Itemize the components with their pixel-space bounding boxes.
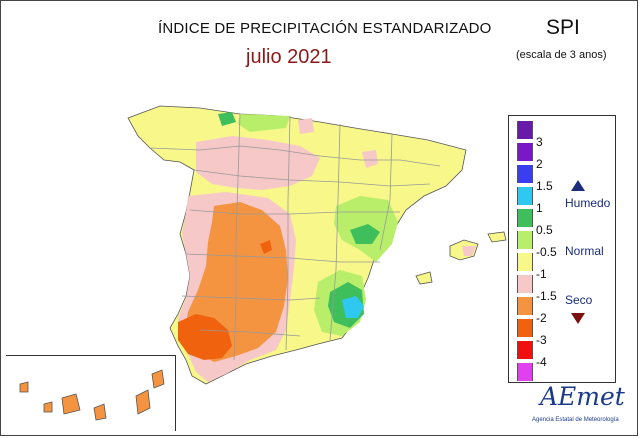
zone-green-east	[350, 224, 380, 244]
zone-lightgreen-north	[238, 114, 290, 132]
island-mallorca-pink	[462, 246, 476, 256]
zone-green-north	[218, 112, 236, 126]
legend-level-label: 0.5	[536, 223, 553, 237]
legend-level-label: -4	[536, 355, 547, 369]
legend-swatch	[517, 253, 533, 271]
legend-swatch	[517, 187, 533, 205]
island-menorca	[487, 231, 507, 243]
legend-level-label: -0.5	[536, 245, 557, 259]
map-subtitle: julio 2021	[246, 46, 332, 68]
legend-level-label: 3	[536, 135, 543, 149]
island-ibiza	[415, 271, 433, 285]
legend-humid-label: Humedo	[565, 196, 611, 210]
zone-cyan-southeast	[342, 296, 364, 318]
legend-swatch	[517, 275, 533, 293]
legend-swatch	[517, 341, 533, 359]
legend-level-label: 1.5	[536, 179, 553, 193]
dry-arrow-icon	[571, 313, 585, 324]
scale-label: (escala de 3 anos)	[516, 49, 607, 61]
zone-pink-spot-1	[362, 150, 378, 168]
humid-arrow-icon	[571, 180, 585, 191]
logo-subtext: Agencia Estatal de Meteorología	[532, 417, 619, 423]
legend-swatch	[517, 363, 533, 381]
zone-darkorange-spot	[260, 240, 272, 254]
index-label: SPI	[546, 16, 580, 39]
logo-text: AEmet	[540, 382, 625, 411]
legend-level-label: -1.5	[536, 289, 557, 303]
map-title: ÍNDICE DE PRECIPITACIÓN ESTANDARIZADO	[158, 20, 492, 37]
legend-swatch	[517, 231, 533, 249]
legend-dry-label: Seco	[565, 293, 593, 307]
legend-normal-label: Normal	[565, 244, 604, 258]
legend-level-label: 2	[536, 157, 543, 171]
canary-islands	[19, 369, 165, 421]
legend-swatch	[517, 319, 533, 337]
legend-swatch	[517, 143, 533, 161]
legend-swatch	[517, 297, 533, 315]
legend-level-label: -2	[536, 311, 547, 325]
legend-level-label: -3	[536, 333, 547, 347]
province-boundaries	[149, 113, 441, 361]
legend-level-label: -1	[536, 267, 547, 281]
canary-islands-inset-border	[6, 355, 176, 431]
zone-pink-spot-2	[298, 118, 314, 134]
legend-swatch-top	[517, 121, 533, 139]
legend-swatch	[517, 165, 533, 183]
legend: Humedo Normal Seco 3 2 1.5 1 0.5 -0.5 -1 -1.5 -2…	[508, 115, 616, 383]
aemet-logo: AEmet Agencia Estatal de Meteorología	[532, 382, 625, 430]
zone-darkorange-core	[178, 314, 232, 360]
legend-swatch	[517, 209, 533, 227]
legend-level-label: 1	[536, 201, 543, 215]
